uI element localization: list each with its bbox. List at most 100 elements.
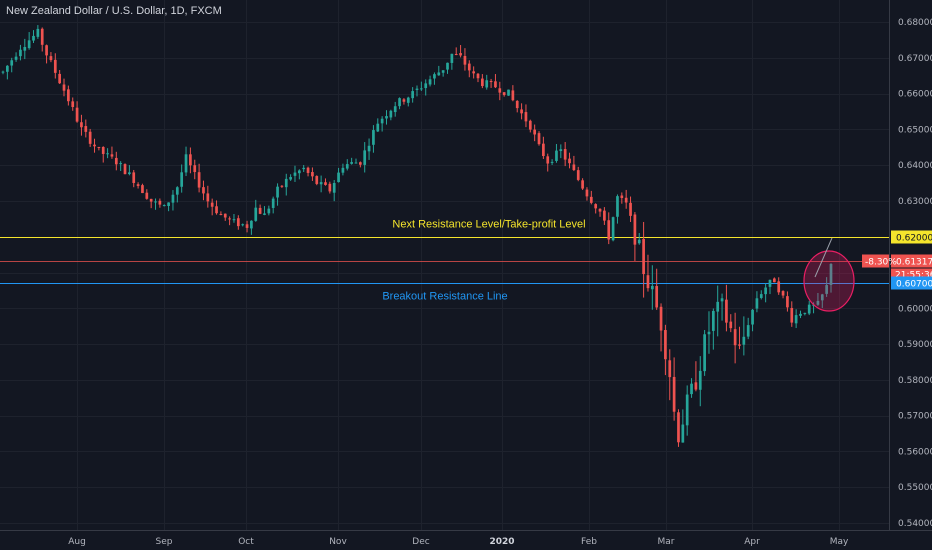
- candle-body: [528, 120, 532, 130]
- candle-body: [45, 45, 48, 56]
- candle-body: [825, 285, 828, 294]
- price-axis-tags: 0.62000 0.61317-8.30% 21:55:360.60700: [862, 230, 932, 290]
- candle-body: [733, 329, 737, 346]
- candle-body: [245, 224, 249, 228]
- candle-body: [585, 189, 589, 197]
- candle-body: [794, 315, 798, 324]
- candle-body: [576, 170, 580, 180]
- candle-body: [123, 164, 127, 175]
- candle-body: [80, 122, 83, 128]
- candle-body: [411, 91, 414, 99]
- candle-body: [210, 202, 214, 207]
- price-tick-label: 0.54000: [898, 519, 932, 529]
- candle-body: [459, 53, 462, 56]
- candle-body: [820, 294, 824, 301]
- price-tick-label: 0.66000: [898, 90, 932, 100]
- time-tick-label: Feb: [581, 537, 597, 547]
- candle-body: [655, 286, 659, 308]
- time-axis[interactable]: Aug Sep Oct Nov Dec 2020 Feb Mar Apr May: [68, 537, 849, 547]
- candle-body: [110, 154, 114, 157]
- candle-body: [101, 146, 105, 154]
- candle-body: [389, 110, 393, 118]
- candle-body: [372, 130, 375, 145]
- candle-body: [398, 98, 401, 107]
- candle-body: [10, 60, 14, 66]
- time-tick-label: Mar: [658, 537, 675, 547]
- candle-body: [141, 185, 144, 194]
- candle-body: [755, 298, 759, 309]
- price-tag: [891, 276, 932, 290]
- candle-body: [415, 88, 419, 90]
- candle-body: [154, 201, 157, 203]
- candle-body: [454, 54, 458, 56]
- candle-body: [463, 56, 467, 65]
- candle-body: [119, 163, 123, 165]
- candle-body: [328, 183, 332, 192]
- time-tick-label: Oct: [238, 537, 254, 547]
- candle-body: [228, 218, 231, 220]
- candle-body: [367, 145, 371, 152]
- candle-body: [751, 309, 754, 325]
- candle-body: [350, 162, 353, 164]
- candle-body: [633, 214, 637, 245]
- candle-body: [603, 210, 606, 221]
- candle-body: [742, 336, 746, 345]
- candle-body: [93, 144, 96, 147]
- candle-body: [637, 239, 641, 244]
- candle-body: [650, 285, 654, 290]
- candle-body: [289, 177, 292, 180]
- candle-body: [302, 167, 306, 170]
- candle-body: [746, 325, 750, 337]
- candle-body: [572, 164, 576, 171]
- candle-body: [594, 204, 598, 209]
- candle-body: [267, 208, 271, 214]
- candle-body: [284, 178, 288, 188]
- candle-body: [498, 88, 502, 93]
- candle-body: [202, 187, 205, 194]
- candle-body: [193, 165, 197, 173]
- candle-body: [511, 90, 515, 101]
- candle-body: [777, 281, 781, 293]
- candle-body: [629, 202, 632, 216]
- candle-body: [380, 118, 384, 124]
- candle-body: [620, 195, 624, 198]
- projection-line: [814, 237, 833, 278]
- candle-body: [694, 382, 698, 390]
- candle-body: [489, 81, 493, 83]
- candle-body: [725, 299, 728, 323]
- candle-body: [280, 185, 284, 187]
- candle-body: [358, 162, 362, 165]
- candle-body: [550, 161, 554, 163]
- candle-body: [611, 217, 615, 241]
- candle-body: [537, 133, 541, 145]
- candle-body: [533, 129, 537, 135]
- candle-body: [149, 198, 153, 202]
- chart-title: New Zealand Dollar / U.S. Dollar, 1D, FX…: [6, 5, 222, 17]
- candle-body: [542, 143, 545, 157]
- candle-body: [19, 49, 22, 57]
- candle-body: [32, 35, 35, 41]
- candle-body: [215, 206, 218, 214]
- candle-body: [276, 186, 279, 198]
- candle-body: [97, 146, 101, 148]
- time-tick-label: Dec: [412, 537, 429, 547]
- candle-body: [786, 296, 789, 308]
- candle-body: [254, 207, 258, 221]
- price-axis[interactable]: 0.68000 0.67000 0.66000 0.65000 0.64000 0.630…: [898, 18, 932, 529]
- candle-body: [36, 28, 40, 37]
- candle-body: [354, 162, 358, 164]
- candle-body: [607, 220, 611, 240]
- candle-body: [14, 56, 18, 60]
- candle-body: [707, 331, 711, 335]
- candle-body: [433, 74, 436, 79]
- candle-body: [446, 62, 449, 70]
- candle-body: [450, 53, 454, 63]
- candle-body: [306, 167, 310, 173]
- price-tick-label: 0.56000: [898, 447, 932, 457]
- candle-body: [520, 109, 523, 114]
- candle-body: [711, 310, 715, 331]
- candle-body: [524, 112, 528, 122]
- candle-body: [171, 194, 175, 203]
- candle-body: [62, 84, 66, 91]
